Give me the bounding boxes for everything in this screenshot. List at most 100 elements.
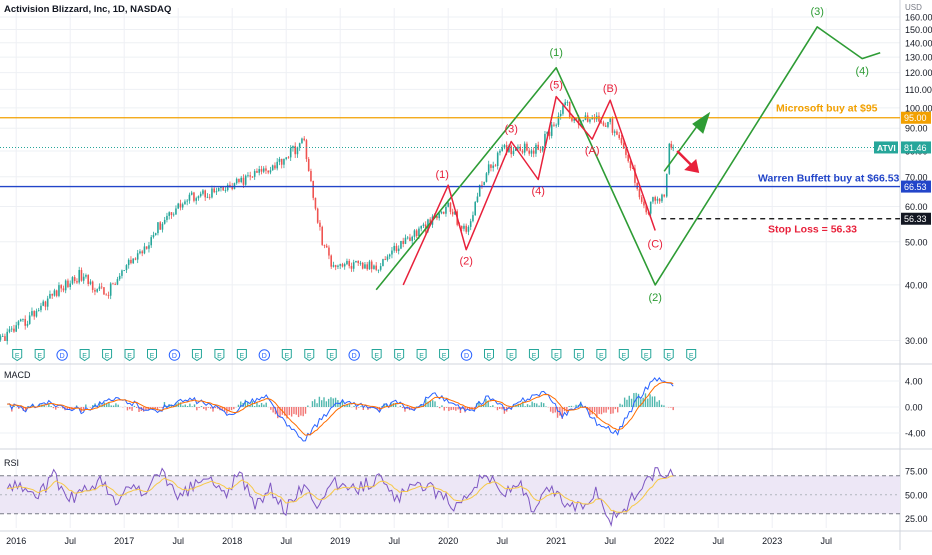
x-tick-label: Jul <box>712 536 724 546</box>
candle-body <box>636 183 638 189</box>
macd-histogram-bar <box>85 404 86 407</box>
candle-body <box>56 290 58 295</box>
event-marker-letter: E <box>240 353 245 360</box>
macd-histogram-bar <box>608 407 609 410</box>
candle-body <box>375 266 377 270</box>
candle-body <box>83 277 85 281</box>
candle-body <box>315 198 317 209</box>
event-marker-letter: E <box>419 353 424 360</box>
macd-histogram-bar <box>615 407 616 409</box>
event-marker-letter: D <box>262 353 267 360</box>
candle-body <box>569 102 571 118</box>
macd-histogram-bar <box>215 407 216 408</box>
macd-histogram-bar <box>545 406 546 407</box>
macd-histogram-bar <box>437 406 438 407</box>
event-marker-letter: E <box>532 353 537 360</box>
candle-body <box>155 233 157 235</box>
candle-body <box>63 288 65 290</box>
macd-histogram-bar <box>358 407 359 408</box>
chart-title: Activision Blizzard, Inc, 1D, NASDAQ <box>4 4 171 15</box>
candle-body <box>195 198 197 201</box>
rsi-tick-label: 75.00 <box>905 467 928 477</box>
stop-loss-annotation: Stop Loss = 56.33 <box>768 224 857 236</box>
candle-body <box>650 202 652 214</box>
event-marker-letter: E <box>105 353 110 360</box>
macd-histogram-bar <box>296 407 297 415</box>
x-tick-label: Jul <box>172 536 184 546</box>
event-marker-letter: E <box>307 353 312 360</box>
macd-histogram-bar <box>189 404 190 407</box>
x-tick-label: Jul <box>280 536 292 546</box>
macd-histogram-bar <box>330 397 331 407</box>
macd-histogram-bar <box>259 405 260 407</box>
candle-body <box>587 115 589 121</box>
microsoft-annotation: Microsoft buy at $95 <box>776 103 878 115</box>
candle-body <box>213 188 215 192</box>
macd-histogram-bar <box>312 401 313 407</box>
macd-histogram-bar <box>300 407 301 416</box>
macd-histogram-bar <box>654 396 655 407</box>
candle-body <box>216 191 218 192</box>
candle-body <box>616 131 618 134</box>
candle-body <box>326 246 328 248</box>
candle-body <box>420 226 422 229</box>
event-marker-letter: E <box>284 353 289 360</box>
macd-histogram-bar <box>314 399 315 407</box>
macd-histogram-bar <box>541 402 542 407</box>
candle-body <box>533 151 535 154</box>
candle-body <box>189 195 191 201</box>
price-tick-label: 140.00 <box>905 38 932 48</box>
candle-body <box>501 147 503 150</box>
macd-histogram-bar <box>161 407 162 408</box>
event-marker-letter: E <box>487 353 492 360</box>
candle-body <box>582 120 584 121</box>
event-marker-letter: E <box>150 353 155 360</box>
candle-body <box>481 185 483 186</box>
candle-body <box>114 284 116 285</box>
candle-body <box>373 266 375 269</box>
candle-body <box>333 265 335 266</box>
macd-histogram-bar <box>127 407 128 410</box>
candle-body <box>468 227 470 232</box>
macd-histogram-bar <box>661 405 662 407</box>
candle-body <box>652 197 654 202</box>
candle-body <box>560 114 562 116</box>
macd-histogram-bar <box>571 406 572 407</box>
rsi-title: RSI <box>4 458 19 468</box>
macd-histogram-bar <box>656 402 657 407</box>
candle-body <box>351 266 353 269</box>
candle-body <box>135 259 137 260</box>
macd-histogram-bar <box>624 398 625 407</box>
x-tick-label: Jul <box>604 536 616 546</box>
candle-body <box>90 282 92 284</box>
event-marker-letter: E <box>374 353 379 360</box>
macd-histogram-bar <box>629 396 630 407</box>
green-wave-label: (2) <box>648 292 661 304</box>
candle-body <box>285 157 287 159</box>
candle-body <box>81 270 83 281</box>
candle-body <box>659 199 661 201</box>
candle-body <box>72 277 74 283</box>
candle-body <box>20 319 22 321</box>
macd-histogram-bar <box>349 404 350 407</box>
x-tick-label: 2016 <box>6 536 26 546</box>
candle-body <box>168 212 170 216</box>
x-tick-label: 2022 <box>654 536 674 546</box>
candle-body <box>411 237 413 241</box>
macd-histogram-bar <box>303 407 304 416</box>
macd-histogram-bar <box>603 407 604 413</box>
macd-histogram-bar <box>538 406 539 407</box>
candle-body <box>58 285 60 296</box>
event-marker-letter: E <box>554 353 559 360</box>
candle-body <box>139 251 141 253</box>
macd-histogram-bar <box>298 407 299 417</box>
candle-body <box>249 175 251 176</box>
candle-body <box>236 179 238 183</box>
macd-histogram-bar <box>238 405 239 407</box>
candle-body <box>335 265 337 267</box>
candle-body <box>328 248 330 256</box>
candle-body <box>461 226 463 229</box>
macd-histogram-bar <box>57 407 58 408</box>
x-tick-label: Jul <box>388 536 400 546</box>
